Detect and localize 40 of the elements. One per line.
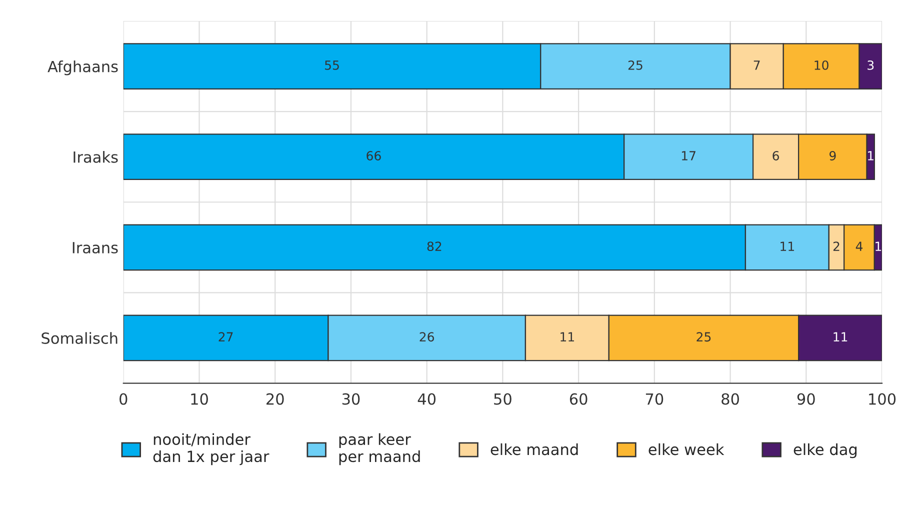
y-tick-label: Afghaans — [48, 60, 118, 76]
data-label: 2 — [833, 242, 840, 251]
data-label: 9 — [830, 151, 836, 160]
x-tick-label: 0 — [120, 393, 128, 405]
data-label: 1 — [876, 242, 882, 251]
legend-label: elke maand — [490, 443, 578, 456]
data-label: 11 — [834, 332, 848, 342]
x-tick-label: 20 — [266, 393, 284, 405]
data-label: 1 — [868, 151, 874, 160]
data-label: 4 — [856, 242, 863, 251]
data-label: 7 — [754, 60, 760, 70]
data-label: 27 — [218, 332, 233, 342]
x-tick-label: 100 — [869, 393, 896, 405]
x-tick-label: 70 — [646, 393, 664, 405]
data-label: 26 — [420, 332, 434, 342]
data-label: 10 — [814, 60, 828, 70]
data-label: 3 — [868, 60, 874, 70]
legend-label: nooit/minder dan 1x per jaar — [153, 433, 270, 466]
x-tick-label: 50 — [494, 393, 512, 405]
x-tick-label: 40 — [418, 393, 436, 405]
data-label: 17 — [682, 151, 696, 160]
x-tick-label: 10 — [191, 393, 208, 405]
data-label: 6 — [772, 151, 779, 160]
y-tick-label: Iraaks — [74, 151, 118, 163]
legend-label: elke week — [648, 443, 724, 456]
x-tick-label: 80 — [722, 393, 739, 405]
data-label: 82 — [427, 242, 442, 252]
x-tick-label: 60 — [570, 393, 588, 405]
data-label: 25 — [696, 332, 711, 342]
x-tick-label: 90 — [797, 393, 815, 405]
x-tick-label: 30 — [342, 393, 360, 405]
data-label: 11 — [780, 242, 794, 251]
data-label: 25 — [628, 60, 642, 70]
y-tick-label: Iraans — [72, 242, 118, 254]
y-tick-label: Somalisch — [42, 332, 118, 344]
data-label: 55 — [325, 60, 339, 70]
legend-label: elke dag — [794, 443, 857, 458]
data-label: 66 — [366, 151, 381, 160]
data-label: 11 — [560, 332, 574, 342]
legend-label: paar keer per maand — [339, 433, 420, 466]
